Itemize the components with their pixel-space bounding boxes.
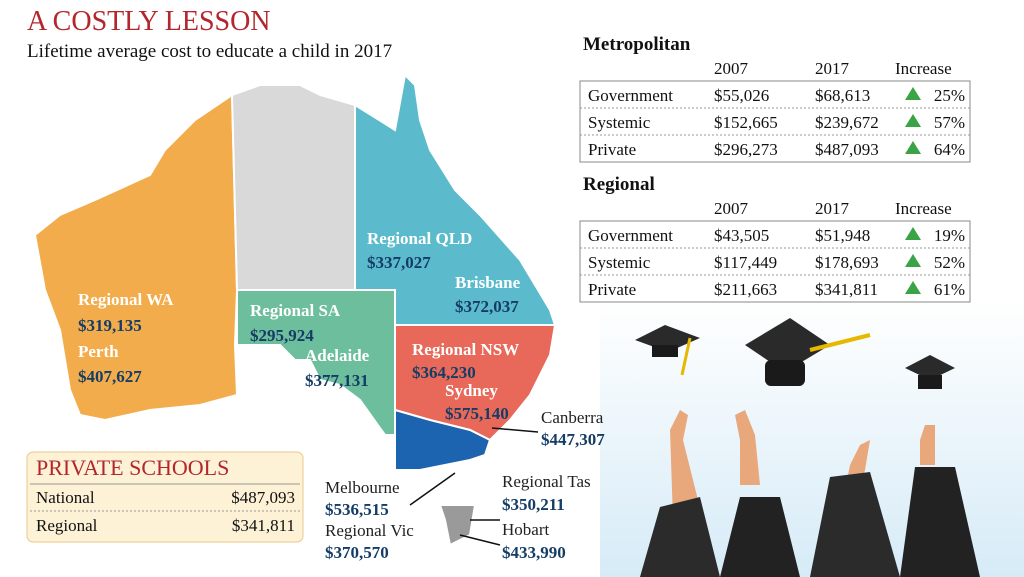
cell: 61% <box>934 280 965 299</box>
cell: 64% <box>934 140 965 159</box>
cell: $178,693 <box>815 253 879 272</box>
region-name: Melbourne <box>325 478 400 497</box>
region-tas <box>438 504 477 547</box>
region-cost: $372,037 <box>455 297 519 316</box>
cell: 25% <box>934 86 965 105</box>
region-name: Hobart <box>502 520 549 539</box>
row-label: Government <box>588 226 673 245</box>
region-cost: $575,140 <box>445 404 509 423</box>
cell: 19% <box>934 226 965 245</box>
private-box <box>26 451 304 543</box>
table-frame <box>579 80 971 163</box>
private-label: Regional <box>36 516 98 535</box>
cell: $296,273 <box>714 140 778 159</box>
region-cost: $337,027 <box>367 253 431 272</box>
increase-arrow <box>905 87 921 100</box>
cell: $211,663 <box>714 280 777 299</box>
pointers <box>409 427 539 546</box>
title: A COSTLY LESSON <box>27 6 271 37</box>
region-cost: $370,570 <box>325 543 389 562</box>
row-label: Systemic <box>588 253 651 272</box>
row-label: Private <box>588 140 636 159</box>
table-title: Regional <box>583 174 655 195</box>
increase-arrow <box>905 254 921 267</box>
increase-arrow <box>905 281 921 294</box>
cell: $117,449 <box>714 253 777 272</box>
row-label: Government <box>588 86 673 105</box>
region-name: Perth <box>78 342 119 361</box>
region-name: Regional Vic <box>325 521 414 540</box>
region-name: Regional NSW <box>412 340 519 359</box>
table-frame <box>579 220 971 303</box>
table-title: Metropolitan <box>583 34 691 55</box>
map <box>33 72 557 547</box>
cell: $43,505 <box>714 226 769 245</box>
cell: $487,093 <box>815 140 879 159</box>
row-label: Private <box>588 280 636 299</box>
region-name: Sydney <box>445 381 498 400</box>
increase-arrow <box>905 114 921 127</box>
region-cost: $364,230 <box>412 363 476 382</box>
region-cost: $350,211 <box>502 495 565 514</box>
region-name: Regional WA <box>78 290 174 309</box>
region-name: Regional SA <box>250 301 341 320</box>
region-wa <box>33 93 239 422</box>
table-header: Increase <box>895 59 952 78</box>
private-value: $341,811 <box>232 516 295 535</box>
region-cost: $433,990 <box>502 543 566 562</box>
table-header: 2007 <box>714 59 749 78</box>
cell: $341,811 <box>815 280 878 299</box>
region-name: Adelaide <box>305 346 370 365</box>
region-name: Canberra <box>541 408 604 427</box>
table-header: 2017 <box>815 199 850 218</box>
region-name: Regional QLD <box>367 229 472 248</box>
cell: 52% <box>934 253 965 272</box>
table-header: 2007 <box>714 199 749 218</box>
cell: $152,665 <box>714 113 778 132</box>
graduation-art <box>635 318 980 577</box>
region-cost: $447,307 <box>541 430 605 449</box>
table-header: Increase <box>895 199 952 218</box>
private-label: National <box>36 488 95 507</box>
cell: 57% <box>934 113 965 132</box>
cell: $239,672 <box>815 113 879 132</box>
private-value: $487,093 <box>231 488 295 507</box>
row-label: Systemic <box>588 113 651 132</box>
cell: $68,613 <box>815 86 870 105</box>
cell: $55,026 <box>714 86 769 105</box>
region-name: Regional Tas <box>502 472 591 491</box>
region-cost: $295,924 <box>250 326 314 345</box>
private-title: PRIVATE SCHOOLS <box>36 455 229 480</box>
table-header: 2017 <box>815 59 850 78</box>
region-cost: $407,627 <box>78 367 142 386</box>
region-name: Brisbane <box>455 273 521 292</box>
increase-arrow <box>905 227 921 240</box>
increase-arrow <box>905 141 921 154</box>
region-cost: $377,131 <box>305 371 369 390</box>
subtitle: Lifetime average cost to educate a child… <box>27 41 392 62</box>
region-nt <box>230 84 356 291</box>
region-cost: $319,135 <box>78 316 142 335</box>
region-cost: $536,515 <box>325 500 389 519</box>
region-vic <box>394 408 492 471</box>
cell: $51,948 <box>815 226 870 245</box>
